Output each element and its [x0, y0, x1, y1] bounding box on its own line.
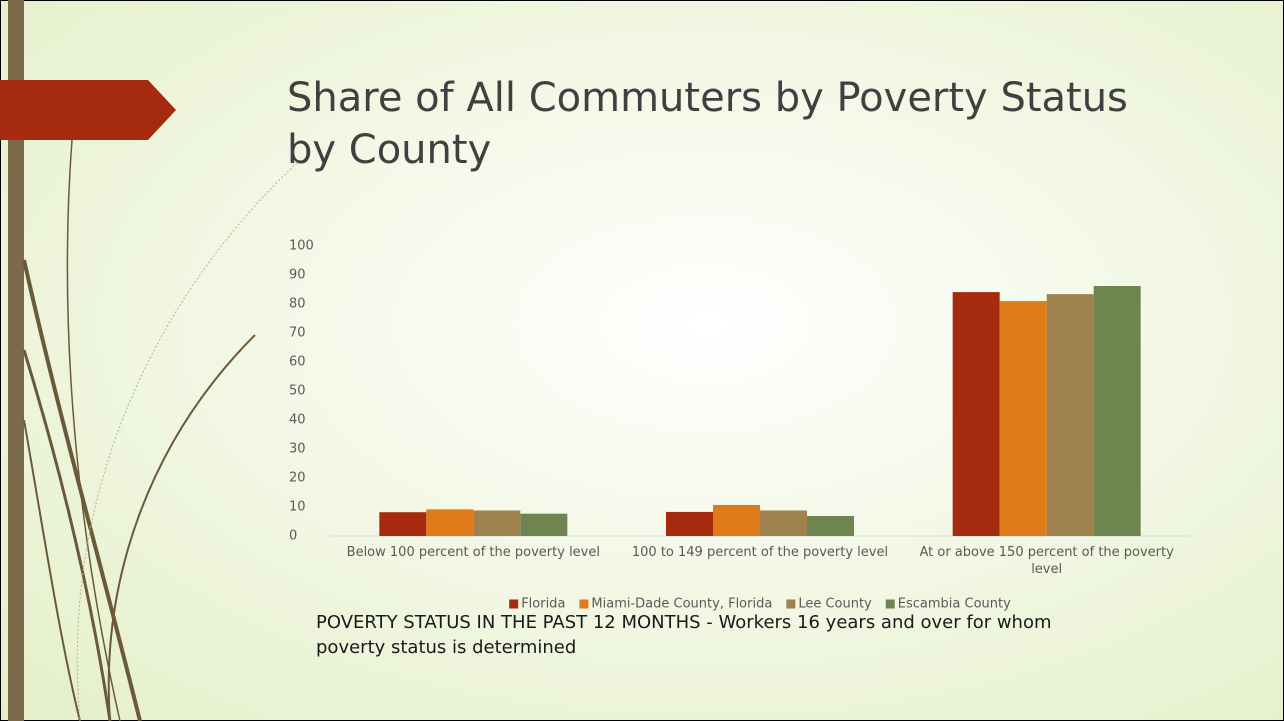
- legend-label: Miami-Dade County, Florida: [591, 597, 772, 612]
- legend-swatch: [885, 599, 895, 609]
- y-tick-label: 70: [289, 326, 306, 341]
- footnote: POVERTY STATUS IN THE PAST 12 MONTHS - W…: [316, 612, 1052, 658]
- y-tick-label: 30: [289, 442, 306, 457]
- bar: [666, 511, 713, 536]
- bar: [520, 513, 568, 536]
- legend-label: Florida: [521, 597, 565, 612]
- decor-curves: [22, 139, 301, 721]
- legend-swatch: [579, 599, 589, 609]
- bar: [473, 510, 521, 536]
- legend-swatch: [786, 599, 796, 609]
- y-tick-label: 80: [289, 297, 306, 312]
- bar: [999, 301, 1047, 536]
- y-tick-label: 40: [289, 413, 306, 428]
- left-band: [8, 0, 24, 721]
- bar: [952, 292, 1000, 536]
- bar: [713, 504, 760, 536]
- slide-title: Share of All Commuters by Poverty Status…: [287, 75, 1128, 173]
- bar: [426, 509, 474, 536]
- x-tick-label: 100 to 149 percent of the poverty level: [631, 545, 889, 560]
- y-tick-label: 20: [289, 471, 306, 486]
- y-tick-label: 100: [289, 239, 314, 254]
- y-tick-label: 10: [289, 500, 306, 515]
- bar: [379, 512, 427, 536]
- y-tick-label: 50: [289, 384, 306, 399]
- legend-swatch: [509, 599, 519, 609]
- bar: [1046, 294, 1094, 536]
- y-tick-label: 0: [289, 529, 297, 544]
- accent-arrow: [0, 80, 176, 140]
- bar: [1093, 286, 1141, 536]
- bar: [760, 510, 807, 536]
- bar: [807, 515, 854, 536]
- y-tick-label: 60: [289, 355, 306, 370]
- legend-label: Lee County: [798, 597, 872, 612]
- x-tick-label: Below 100 percent of the poverty level: [346, 545, 600, 560]
- x-tick-label: At or above 150 percent of the poverty l…: [919, 545, 1174, 577]
- legend-label: Escambia County: [898, 597, 1011, 612]
- y-tick-label: 90: [289, 268, 306, 283]
